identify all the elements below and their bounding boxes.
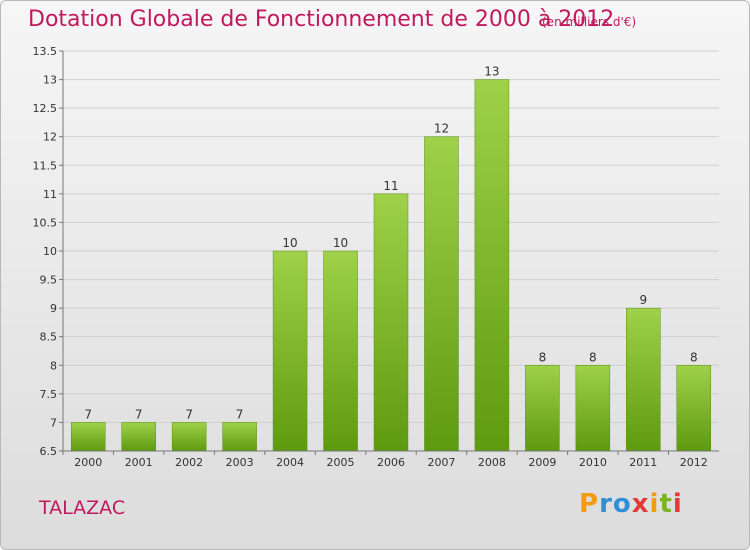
bars: 7 7 7 7 10 10 11 12 13 8 8 9 8 — [70, 65, 712, 452]
logo-letter: P — [579, 489, 600, 519]
data-label: 8 — [539, 350, 547, 364]
x-tick-label: 2005 — [327, 456, 355, 469]
x-tick-label: 2009 — [528, 456, 556, 469]
proxiti-logo[interactable]: Proxiti — [579, 489, 683, 519]
y-tick-label: 13.5 — [33, 45, 58, 58]
bar — [323, 250, 358, 452]
y-tick-label: 10 — [43, 245, 57, 258]
bar — [171, 422, 207, 452]
data-label: 9 — [639, 293, 647, 307]
x-tick-label: 2007 — [427, 456, 455, 469]
bar — [626, 307, 661, 452]
data-label: 7 — [185, 407, 193, 421]
y-tick-label: 6.5 — [40, 445, 58, 458]
y-tick-label: 9 — [50, 302, 57, 315]
data-label: 10 — [333, 236, 348, 250]
data-label: 8 — [589, 350, 597, 364]
data-label: 7 — [84, 407, 92, 421]
x-tick-label: 2011 — [629, 456, 657, 469]
x-tick-label: 2006 — [377, 456, 405, 469]
logo-letter: r — [599, 489, 613, 519]
y-tick-label: 12 — [43, 131, 57, 144]
bar — [373, 193, 409, 452]
logo-letter: t — [659, 489, 673, 519]
data-label: 7 — [135, 407, 143, 421]
data-label: 8 — [690, 350, 698, 364]
y-tick-label: 8 — [50, 359, 57, 372]
logo-letter: o — [612, 489, 632, 519]
x-tick-label: 2010 — [579, 456, 607, 469]
x-tick-label: 2008 — [478, 456, 506, 469]
x-tick-label: 2012 — [680, 456, 708, 469]
logo-letter: i — [649, 489, 660, 519]
y-tick-label: 9.5 — [40, 274, 58, 287]
commune-name: TALAZAC — [39, 497, 126, 519]
y-axis: 6.5 7 7.5 8 8.5 9 9.5 10 10.5 11 11.5 12 12.5 13 13.5 — [33, 45, 64, 458]
chart-subtitle: (en milliers d'€) — [542, 15, 637, 29]
y-tick-label: 13 — [43, 74, 57, 87]
data-label: 10 — [282, 236, 297, 250]
bar — [575, 365, 611, 452]
x-tick-label: 2001 — [125, 456, 153, 469]
x-tick-label: 2004 — [276, 456, 304, 469]
bar — [70, 422, 106, 452]
y-tick-label: 7 — [50, 416, 57, 429]
logo-letter: i — [672, 489, 683, 519]
y-tick-label: 12.5 — [33, 102, 58, 115]
x-axis: 2000 2001 2002 2003 2004 2005 2006 2007 2008 2009… — [62, 450, 719, 469]
data-label: 7 — [236, 407, 244, 421]
bar — [525, 365, 560, 452]
bar — [222, 422, 257, 452]
data-label: 11 — [383, 179, 398, 193]
data-label: 12 — [434, 122, 449, 136]
y-tick-label: 7.5 — [40, 388, 58, 401]
bar — [121, 422, 156, 452]
bar — [424, 136, 459, 452]
y-tick-label: 10.5 — [33, 216, 58, 229]
x-tick-label: 2003 — [226, 456, 254, 469]
x-tick-label: 2002 — [175, 456, 203, 469]
y-tick-label: 11.5 — [33, 159, 58, 172]
y-tick-label: 8.5 — [40, 331, 58, 344]
data-label: 13 — [484, 65, 499, 79]
bar — [272, 250, 308, 452]
y-tick-label: 11 — [43, 188, 57, 201]
logo-letter: x — [631, 489, 650, 519]
bar — [676, 365, 712, 452]
chart-title: Dotation Globale de Fonctionnement de 20… — [28, 7, 615, 32]
bar — [474, 79, 510, 452]
x-tick-label: 2000 — [74, 456, 102, 469]
